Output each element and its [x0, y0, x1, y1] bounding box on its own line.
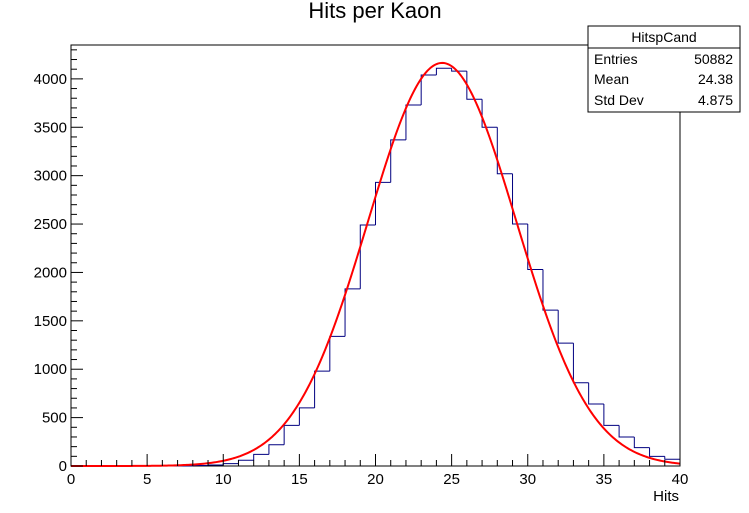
y-tick-label: 2500	[34, 216, 67, 233]
histogram-bin	[298, 407, 315, 426]
histogram-bin	[253, 453, 269, 461]
histogram-bin	[420, 74, 437, 106]
histogram-bin	[344, 288, 361, 337]
chart-title: Hits per Kaon	[308, 0, 441, 23]
x-tick-label: 20	[367, 471, 384, 488]
y-tick-label: 1000	[34, 361, 67, 378]
histogram-bin	[649, 447, 665, 457]
histogram-bin	[405, 104, 422, 140]
stats-box: HitspCand Entries 50882 Mean 24.38 Std D…	[587, 25, 741, 113]
fit-curve	[71, 61, 681, 467]
histogram-bin	[375, 181, 391, 226]
histogram-bin	[542, 269, 559, 311]
histogram-bin	[633, 436, 650, 449]
y-tick-label: 4000	[34, 71, 67, 88]
stats-stddev-label: Std Dev	[594, 92, 644, 108]
x-tick-label: 35	[596, 471, 613, 488]
stats-stddev-value: 4.875	[698, 92, 733, 108]
x-axis-title: Hits	[653, 488, 679, 505]
histogram-bin	[390, 139, 406, 183]
stats-box-frame	[587, 25, 741, 113]
x-tick-label: 15	[291, 471, 308, 488]
histogram-bin	[237, 459, 254, 464]
y-tick-label: 3500	[34, 119, 67, 136]
x-tick-label: 25	[443, 471, 460, 488]
histogram-bin	[329, 335, 346, 372]
histogram-bin	[618, 425, 635, 438]
histogram-bin	[222, 463, 239, 466]
stats-box-title: HitspCand	[631, 29, 696, 45]
histogram-bin	[527, 224, 543, 271]
histogram-bin	[466, 71, 483, 100]
x-tick-label: 30	[519, 471, 536, 488]
histogram-bin	[481, 99, 498, 128]
y-tick-label: 0	[59, 458, 67, 475]
histogram-bin	[359, 224, 376, 289]
y-axis: 0 500 1000 1500 2000 2500 3000 3500 4000	[34, 49, 83, 475]
histogram-bin	[451, 68, 467, 72]
stats-entries-value: 50882	[694, 51, 733, 67]
y-tick-label: 2000	[34, 264, 67, 281]
histogram-bin	[664, 456, 680, 460]
fit-curve-layer	[71, 61, 681, 467]
histogram-series	[71, 67, 680, 467]
histogram-bin	[512, 173, 528, 225]
histogram-bin	[557, 310, 574, 344]
histogram-bin	[588, 382, 604, 405]
stats-entries-label: Entries	[594, 51, 638, 67]
histogram-bin	[283, 424, 300, 445]
stats-mean-label: Mean	[594, 71, 629, 87]
x-tick-label: 5	[143, 471, 151, 488]
histogram-bin	[572, 343, 589, 384]
histogram-bin	[435, 67, 452, 76]
x-tick-label: 10	[215, 471, 232, 488]
x-tick-label: 0	[67, 471, 75, 488]
stats-mean-value: 24.38	[698, 71, 733, 87]
x-tick-label: 40	[672, 471, 689, 488]
histogram-bin	[603, 404, 620, 426]
y-tick-label: 500	[42, 410, 67, 427]
y-tick-label: 1500	[34, 313, 67, 330]
histogram-bin	[268, 444, 285, 455]
x-axis: 0 5 10 15 20 25 30 35 40	[67, 454, 689, 488]
histogram-bin	[314, 370, 330, 408]
histogram-bin	[496, 127, 513, 175]
y-tick-label: 3000	[34, 168, 67, 185]
